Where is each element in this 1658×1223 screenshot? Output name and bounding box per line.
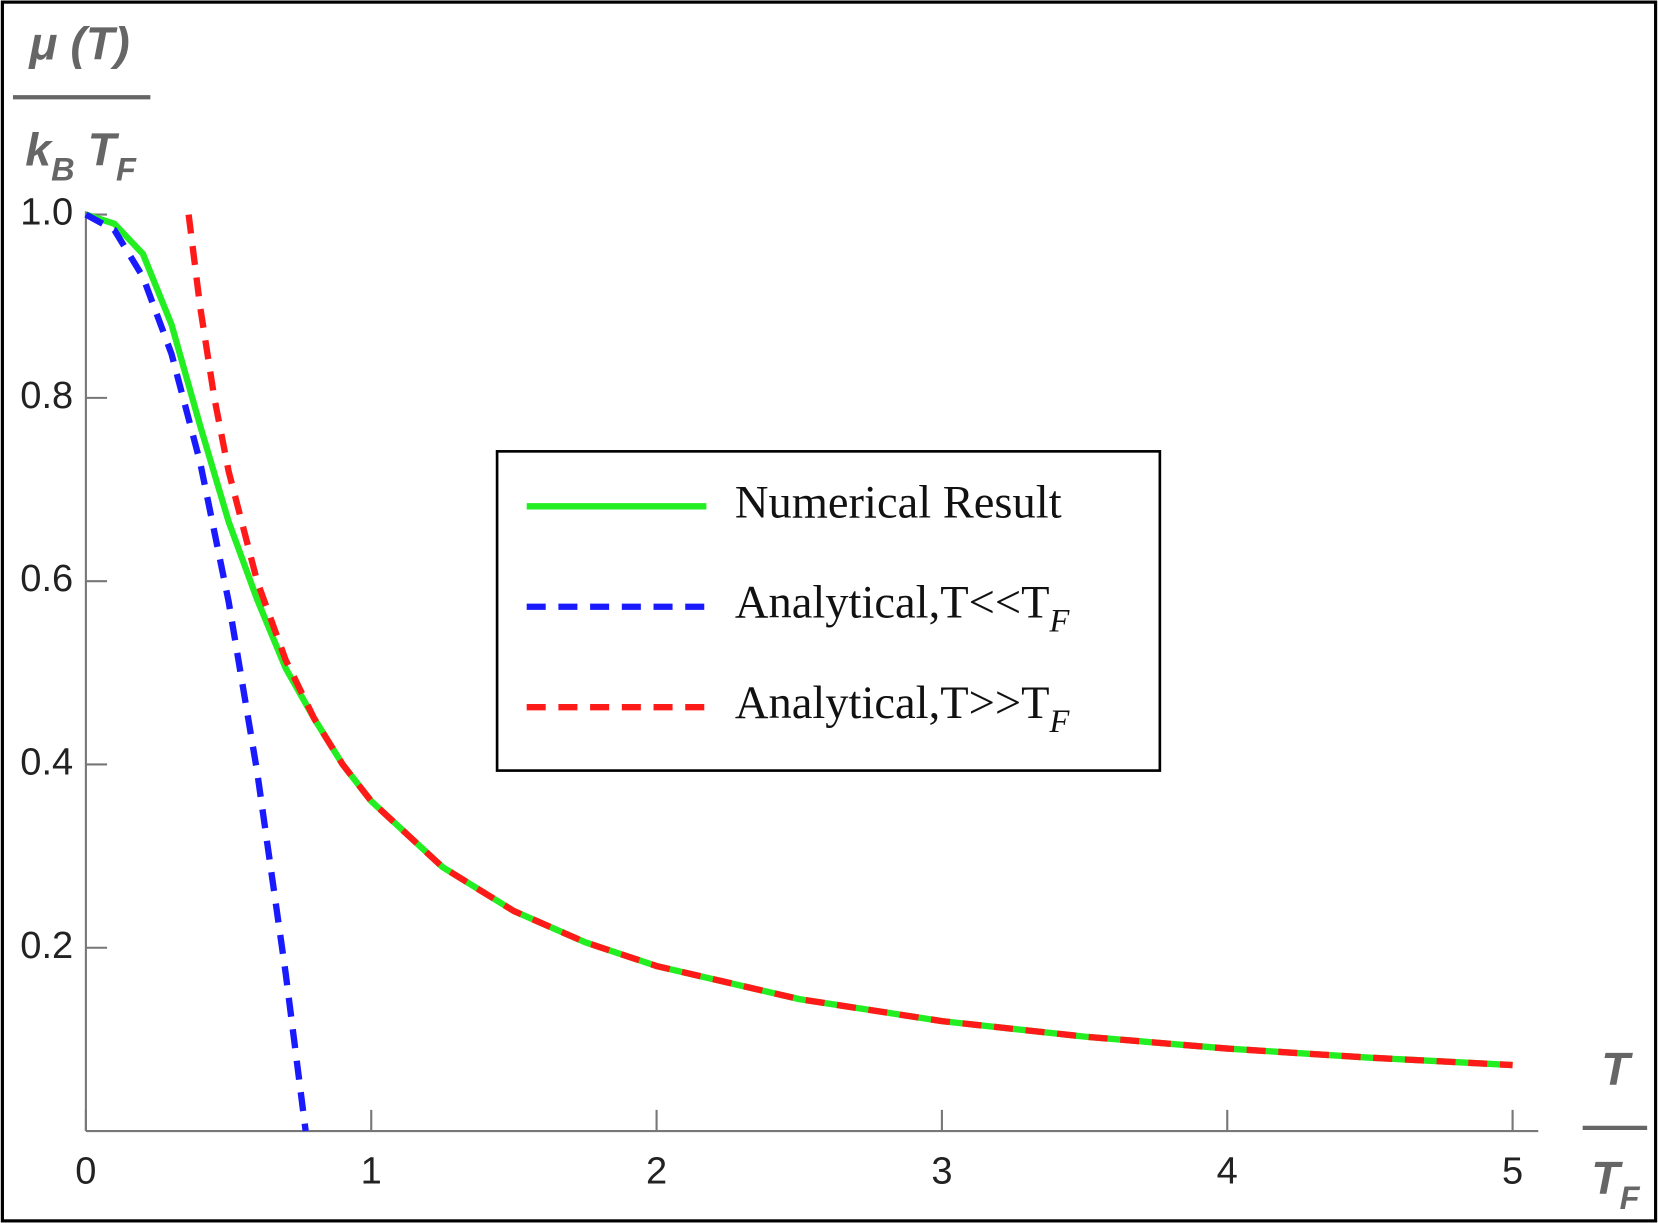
- y-tick-label: 1.0: [20, 192, 73, 234]
- x-tick-label: 1: [361, 1150, 382, 1192]
- text-part: T: [1591, 1152, 1623, 1204]
- y-tick-label: 0.6: [20, 558, 73, 600]
- text-part: k: [25, 124, 53, 176]
- x-tick-label: 2: [646, 1150, 667, 1192]
- text-part: B: [51, 151, 75, 187]
- y-tick-label: 0.4: [20, 742, 73, 784]
- text-part: Analytical,T<<T: [735, 577, 1050, 628]
- x-tick-label: 3: [931, 1150, 952, 1192]
- legend-box: [495, 450, 1162, 772]
- text-part: μ (T): [27, 18, 129, 70]
- series-line: [84, 211, 309, 1132]
- x-tick-label: 4: [1217, 1150, 1238, 1192]
- legend-label: Analytical,T>>TF: [735, 678, 1071, 741]
- x-tick-label: 5: [1502, 1150, 1523, 1192]
- legend-label: Analytical,T<<TF: [735, 577, 1071, 640]
- text-part: Numerical Result: [735, 477, 1062, 528]
- y-tick-label: 0.2: [20, 925, 73, 967]
- y-label-numerator: μ (T): [27, 18, 129, 70]
- text-part: T: [75, 124, 120, 176]
- text-part: T: [1601, 1043, 1633, 1095]
- y-tick-label: 0.8: [20, 375, 73, 417]
- legend-label: Numerical Result: [735, 477, 1062, 528]
- text-part: F: [1048, 604, 1070, 640]
- text-part: F: [116, 151, 137, 187]
- text-part: Analytical,T>>T: [735, 678, 1050, 729]
- series-line: [185, 214, 1513, 1069]
- x-tick-label: 0: [75, 1150, 96, 1192]
- x-label-numerator: T: [1601, 1043, 1633, 1095]
- text-part: F: [1620, 1179, 1641, 1215]
- x-label-denominator: TF: [1591, 1152, 1640, 1215]
- y-label-denominator: kB TF: [25, 124, 137, 187]
- text-part: F: [1048, 705, 1070, 741]
